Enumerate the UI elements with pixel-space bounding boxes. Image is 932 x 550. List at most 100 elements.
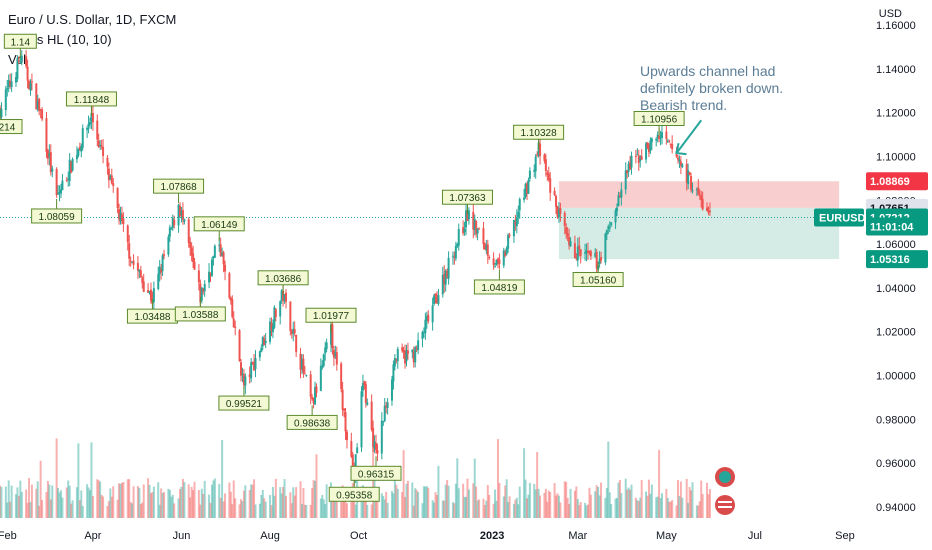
candle xyxy=(309,370,312,405)
candle xyxy=(433,293,436,306)
candle xyxy=(618,192,621,198)
volume-bar xyxy=(293,495,296,518)
volume-bar xyxy=(691,482,694,518)
event-icon-us[interactable] xyxy=(715,495,735,515)
candle xyxy=(0,102,3,122)
candle xyxy=(393,353,396,371)
candle xyxy=(376,443,379,462)
candle xyxy=(681,163,684,169)
candle xyxy=(192,245,195,269)
candle xyxy=(496,257,499,269)
candle xyxy=(375,434,378,454)
candle xyxy=(58,185,61,202)
volume-bar xyxy=(0,486,3,518)
candle xyxy=(264,333,267,348)
volume-bar xyxy=(646,495,649,518)
symbol-title[interactable]: Euro / U.S. Dollar, 1D, FXCM xyxy=(8,12,177,27)
candle xyxy=(604,232,607,266)
candle xyxy=(190,242,193,262)
candle xyxy=(669,143,672,149)
volume-bar xyxy=(594,491,597,518)
volume-bar xyxy=(565,481,568,518)
volume-bar xyxy=(89,490,92,518)
candle xyxy=(578,236,581,257)
candle xyxy=(573,235,576,259)
candle xyxy=(16,55,19,82)
volume-bar xyxy=(528,482,531,518)
candle xyxy=(109,174,112,181)
volume-bar xyxy=(168,489,171,518)
candle xyxy=(260,344,263,353)
volume-bar xyxy=(626,489,629,518)
volume-bar xyxy=(579,502,582,518)
candle xyxy=(167,234,170,257)
candle xyxy=(152,281,155,311)
volume-bar xyxy=(575,486,578,518)
volume-bar xyxy=(311,488,314,518)
volume-bar xyxy=(647,479,650,518)
candle xyxy=(485,240,488,255)
volume-bar xyxy=(234,498,237,518)
volume-bar xyxy=(539,495,542,518)
volume-bar xyxy=(508,496,511,518)
volume-bar xyxy=(451,502,454,518)
candle xyxy=(454,241,457,262)
candle xyxy=(360,386,363,453)
candle xyxy=(366,398,369,406)
volume-bar xyxy=(425,486,428,518)
candle xyxy=(158,259,161,282)
volume-bar xyxy=(299,481,302,518)
volume-bar xyxy=(158,504,161,518)
candle xyxy=(99,140,102,151)
candle xyxy=(29,79,32,96)
volume-bar xyxy=(650,484,653,518)
candle xyxy=(59,183,62,199)
volume-bar xyxy=(163,492,166,518)
pivot-value: 1.03588 xyxy=(182,310,219,321)
candle xyxy=(518,197,521,219)
candle xyxy=(383,397,386,423)
candle xyxy=(425,311,428,329)
candle xyxy=(25,50,28,69)
candle xyxy=(515,209,518,234)
candle xyxy=(293,321,296,337)
candle xyxy=(324,341,327,361)
candle xyxy=(637,149,640,171)
volume-bar xyxy=(376,495,379,518)
pivot-value: 1.10956 xyxy=(641,114,678,125)
volume-bar xyxy=(656,496,659,518)
volume-bar xyxy=(665,488,668,518)
pivot-value: 1.10328 xyxy=(521,128,558,139)
volume-bar xyxy=(289,492,292,518)
volume-bar xyxy=(200,488,203,518)
currency-label: USD xyxy=(878,8,902,20)
candle xyxy=(241,367,244,383)
volume-bar xyxy=(502,496,505,518)
volume-bar xyxy=(415,489,418,518)
candle xyxy=(139,265,142,278)
candle xyxy=(363,380,366,390)
candle xyxy=(595,249,598,274)
candle xyxy=(478,227,481,230)
candle xyxy=(17,56,20,65)
volume-bar xyxy=(110,496,113,518)
time-tick: May xyxy=(656,530,677,542)
candle xyxy=(20,50,23,66)
volume-bar xyxy=(55,438,58,518)
volume-bar xyxy=(422,486,425,518)
volume-bar xyxy=(75,487,78,518)
volume-bar xyxy=(668,501,671,518)
volume-bar xyxy=(312,480,315,518)
volume-bar xyxy=(414,488,417,518)
candle xyxy=(311,394,314,401)
volume-bar xyxy=(568,504,571,518)
candle xyxy=(46,148,49,165)
volume-bar xyxy=(192,490,195,518)
volume-bar xyxy=(517,504,520,518)
candle xyxy=(78,142,81,151)
volume-bar xyxy=(77,443,80,518)
volume-bar xyxy=(620,493,623,518)
pivot-value: 1.03488 xyxy=(134,312,171,323)
